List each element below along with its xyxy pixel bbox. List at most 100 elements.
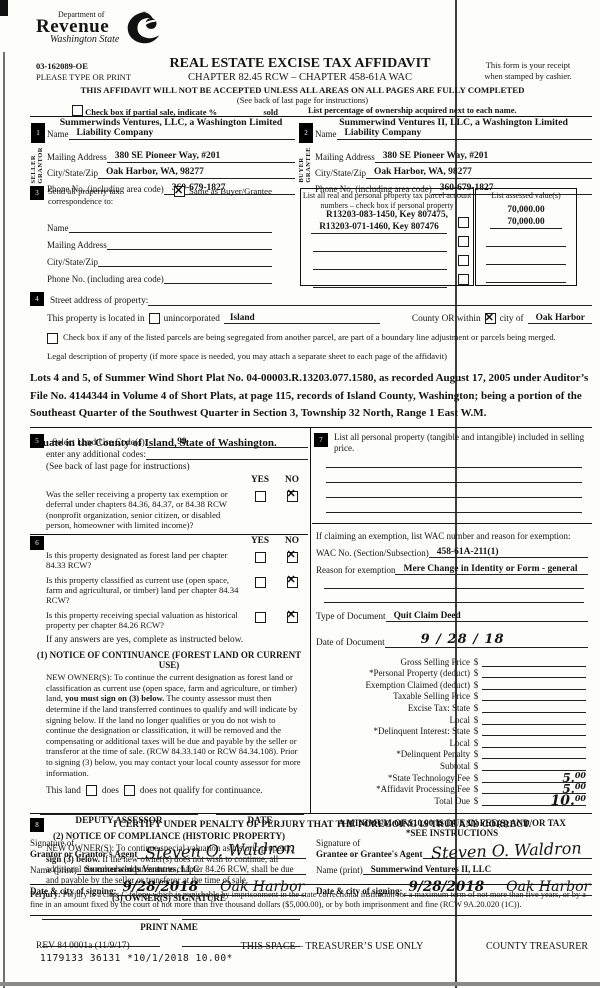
seller-city-field[interactable]: Oak Harbor, WA, 98277 — [98, 167, 295, 179]
forest-no-checkbox[interactable] — [286, 550, 298, 564]
personal-property-checkbox[interactable] — [458, 236, 469, 247]
corr-mailing-field[interactable] — [106, 249, 272, 250]
corr-name-field[interactable] — [68, 232, 272, 233]
historical-question: Is this property receiving special valua… — [46, 609, 238, 630]
print-name-field[interactable] — [182, 945, 300, 947]
grantor-print-label: Name (print) — [30, 865, 77, 875]
personal-property-checkbox[interactable] — [458, 217, 469, 228]
dollar-sign: $ — [473, 784, 479, 795]
notice1-bold: you must sign on (3) below. — [65, 693, 165, 704]
corr-phone-field[interactable] — [163, 283, 272, 284]
buyer-name-field[interactable]: Liability Company — [336, 128, 592, 140]
seller-name-line2: Liability Company — [76, 128, 154, 138]
grantee-signature-field[interactable]: Steven O. Waldron — [422, 836, 592, 863]
doc-date-field[interactable]: 9 / 28 / 18 — [384, 632, 588, 648]
dollar-sign: $ — [473, 737, 479, 748]
fee-amount-field[interactable] — [482, 712, 586, 725]
grantor-date-label: Date & city of signing: — [30, 886, 117, 896]
does-not-qualify-checkbox[interactable] — [123, 785, 135, 797]
street-address-field[interactable] — [148, 305, 592, 306]
city-name-field[interactable]: Oak Harbor — [527, 313, 592, 324]
fee-cents: 00 — [574, 781, 586, 792]
current-use-yes-checkbox[interactable] — [254, 576, 266, 588]
assessed-blank-field[interactable] — [486, 263, 566, 265]
fee-amount-field[interactable] — [482, 746, 586, 760]
fee-amount-field[interactable]: 5.00 — [482, 770, 586, 785]
personal-property-field[interactable] — [326, 511, 582, 513]
print-name-field[interactable] — [42, 945, 160, 947]
personal-property-field[interactable] — [326, 466, 582, 468]
grantor-print-field[interactable]: Summerwinds Ventures, LLC — [76, 864, 306, 875]
exemption-no-checkbox[interactable] — [286, 489, 298, 502]
reason-field[interactable]: Mere Change in Identity or Form - genera… — [395, 564, 588, 575]
assessed-blank-field[interactable] — [486, 245, 566, 247]
segregated-checkbox[interactable] — [47, 333, 58, 344]
section-5-6-column: 5 Select Land Use Code(s): 99 enter any … — [30, 428, 308, 947]
seller-name-field[interactable]: Liability Company — [68, 128, 295, 140]
county-field[interactable]: Island — [223, 313, 380, 324]
assessed-blank-field[interactable] — [486, 281, 566, 283]
parcel-blank-field[interactable] — [313, 286, 447, 288]
fee-amount-field[interactable] — [482, 665, 586, 679]
grantee-date-field[interactable]: 9/28/2018 Oak Harbor — [402, 879, 592, 896]
reason-label: Reason for exemption — [316, 565, 396, 575]
notice-continuance-text: NEW OWNER(S): To continue the current de… — [46, 672, 306, 778]
perjury-text: Perjury is a class C felony which is pun… — [30, 890, 586, 910]
buyer-mailing-field[interactable]: 380 SE Pioneer Way, #201 — [374, 151, 592, 163]
additional-codes-field[interactable] — [145, 459, 308, 460]
middle-columns: 5 Select Land Use Code(s): 99 enter any … — [30, 427, 592, 947]
fee-amount-field[interactable]: 10.00 — [482, 793, 586, 809]
current-use-no-checkbox[interactable] — [286, 575, 298, 588]
fee-amount-field[interactable] — [482, 723, 586, 737]
does-qualify-checkbox[interactable] — [85, 785, 97, 797]
fee-amount-field[interactable] — [482, 700, 586, 713]
fee-amount-field[interactable] — [482, 654, 586, 667]
ownership-note: List percentage of ownership acquired ne… — [308, 105, 517, 115]
city-checkbox[interactable] — [484, 311, 496, 324]
owner-signature-field[interactable] — [182, 918, 300, 920]
seller-mailing-field[interactable]: 380 SE Pioneer Way, #201 — [106, 151, 295, 163]
fee-amount-field[interactable]: 5.00 — [482, 781, 586, 796]
if-any-yes-note: If any answers are yes, complete as inst… — [46, 635, 244, 646]
please-type-note: PLEASE TYPE OR PRINT — [36, 72, 132, 82]
personal-property-checkbox[interactable] — [458, 255, 469, 266]
reason-blank-field[interactable] — [324, 601, 584, 603]
treasurer-space-label: THIS SPACE – TREASURER’S USE ONLY — [240, 941, 424, 952]
parcel-blank-field[interactable] — [313, 268, 447, 270]
fee-label: *Delinquent Penalty — [396, 749, 470, 760]
grantee-print-field[interactable]: Summerwind Ventures II, LLC — [362, 864, 592, 875]
historical-no-checkbox[interactable] — [286, 610, 298, 623]
dollar-sign: $ — [473, 795, 479, 806]
personal-property-checkbox[interactable] — [458, 274, 469, 285]
grantee-date-value: 9/28/2018 — [408, 879, 485, 895]
assessor-date-field[interactable] — [216, 814, 304, 816]
grantor-signature-field[interactable]: Steven O. Waldron — [137, 836, 306, 863]
fee-amount-field[interactable] — [482, 677, 586, 690]
personal-property-field[interactable] — [326, 481, 582, 483]
fee-amount-field[interactable] — [482, 758, 586, 771]
partial-sale-checkbox[interactable] — [72, 105, 83, 116]
forest-yes-checkbox[interactable] — [254, 552, 266, 564]
reason-blank-field[interactable] — [324, 587, 584, 589]
city-of-label: city of — [499, 313, 524, 324]
unincorporated-checkbox[interactable] — [148, 313, 160, 324]
parcel-blank-field[interactable] — [313, 250, 447, 252]
seller-phone-field[interactable]: 360-679-1827 — [163, 183, 295, 195]
doc-type-field[interactable]: Quit Claim Deed — [385, 611, 588, 622]
historical-yes-checkbox[interactable] — [254, 611, 266, 623]
personal-property-label: List all personal property (tangible and… — [334, 432, 585, 453]
corr-city-field[interactable] — [98, 266, 272, 267]
fee-amount-field[interactable] — [482, 688, 586, 702]
wac-field[interactable]: 458-61A-211(1) — [428, 547, 588, 558]
personal-property-field[interactable] — [326, 496, 582, 498]
deputy-assessor-sign-field[interactable] — [40, 814, 198, 816]
grantor-date-field[interactable]: 9/28/2018 Oak Harbor — [116, 879, 306, 896]
buyer-city-field[interactable]: Oak Harbor, WA, 98277 — [366, 167, 592, 179]
same-as-buyer-checkbox[interactable] — [173, 184, 185, 197]
land-use-field[interactable]: 99 — [147, 437, 308, 448]
fee-amount-field[interactable] — [482, 735, 586, 748]
exemption-yes-checkbox[interactable] — [254, 491, 266, 502]
owner-signature-field[interactable] — [42, 918, 160, 920]
exemption-claim-label: If claiming an exemption, list WAC numbe… — [316, 531, 571, 541]
